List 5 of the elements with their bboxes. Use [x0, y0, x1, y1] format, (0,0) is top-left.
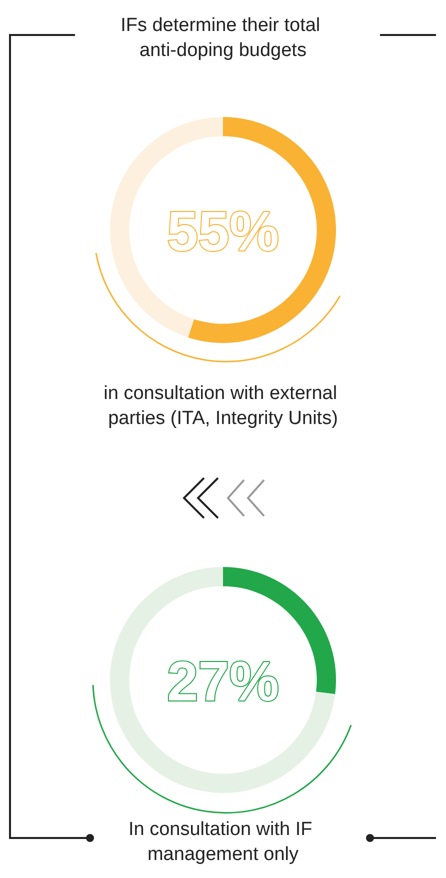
text: in consultation with external parties (ITA, Integrity Units) — [104, 383, 342, 429]
text: In consultation with IF management only — [128, 819, 318, 865]
text: 27% — [166, 650, 280, 712]
text: 55% — [166, 200, 280, 262]
chart-title: IFs determine their total anti-doping budgets — [120, 15, 326, 61]
